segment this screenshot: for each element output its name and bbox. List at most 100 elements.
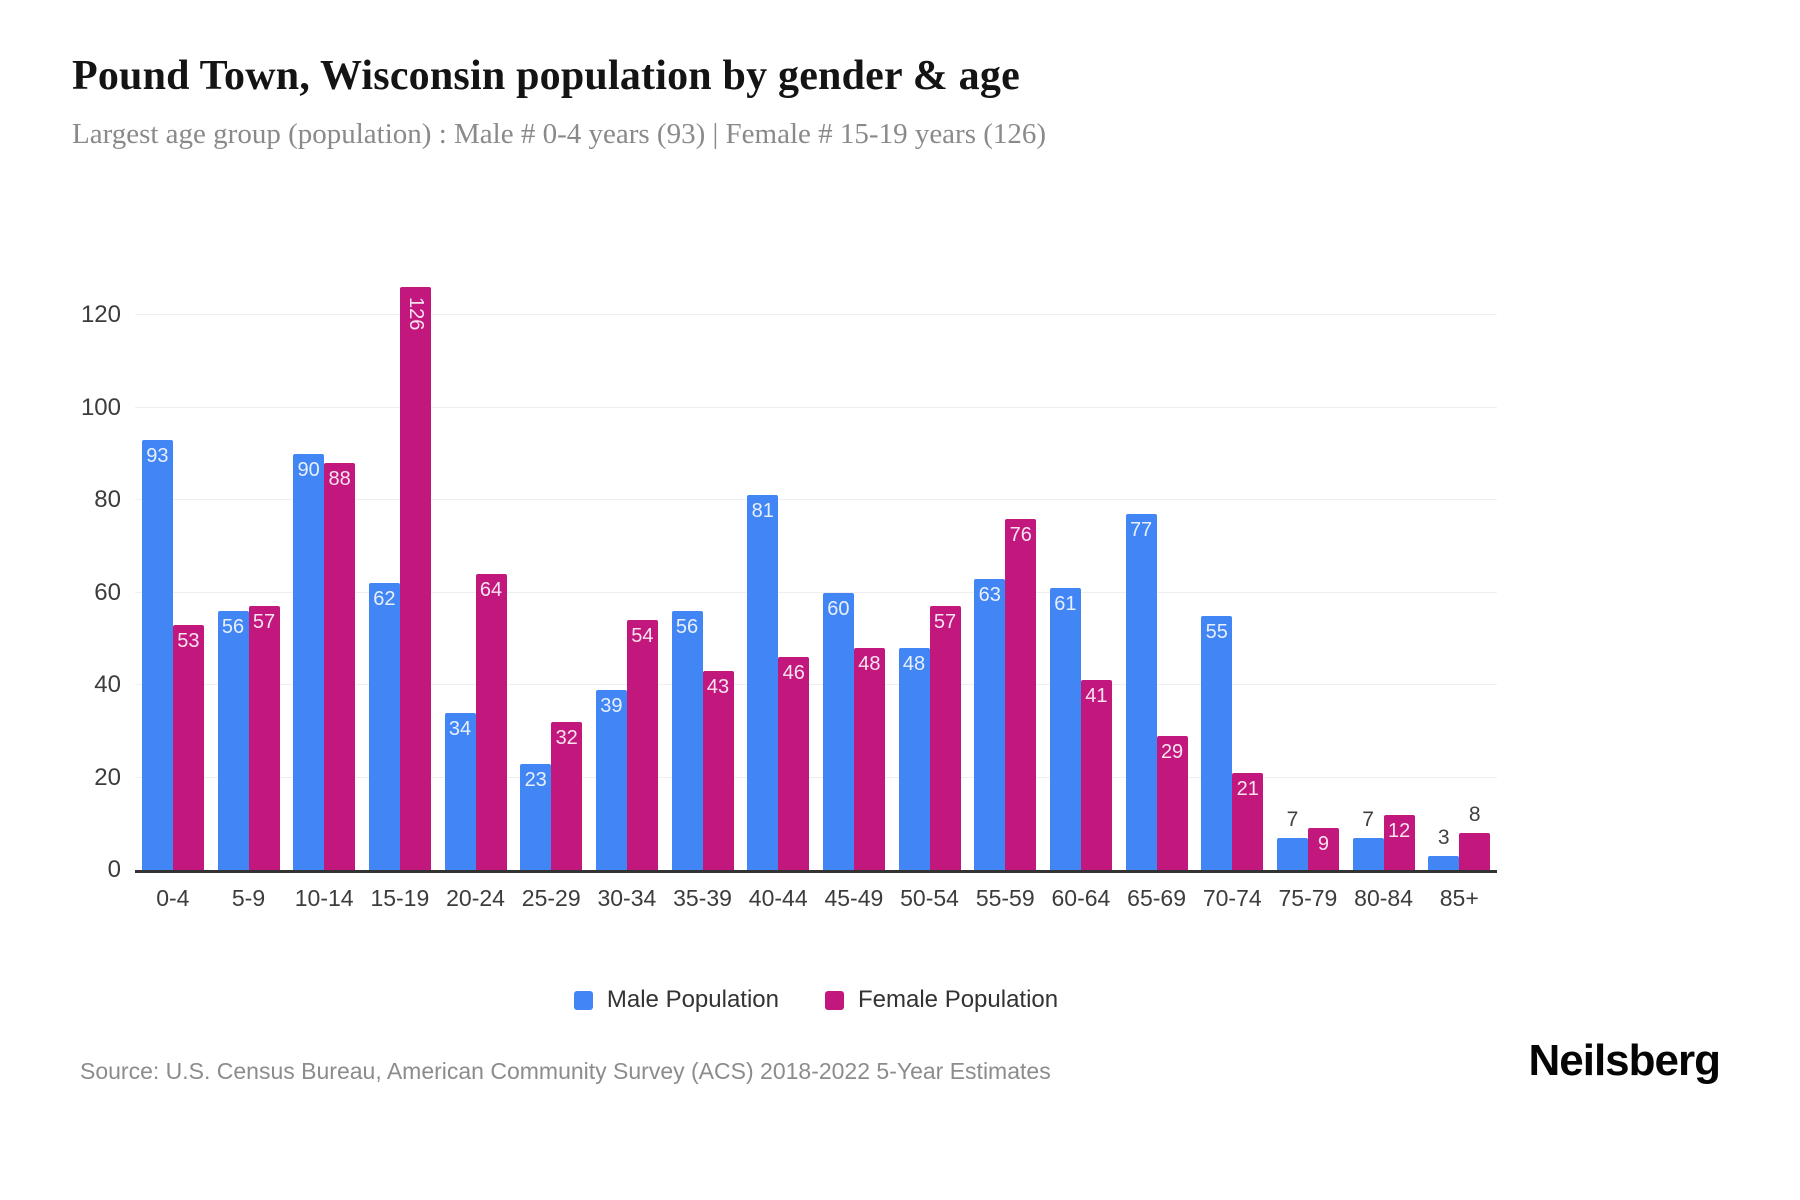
bar-female-75-79[interactable]: 9: [1307, 828, 1339, 870]
bar-value-label: 77: [1129, 518, 1153, 541]
female-legend-label: Female Population: [858, 986, 1059, 1013]
bar-value-label: 61: [1054, 592, 1077, 615]
x-axis-label: 10-14: [294, 885, 354, 911]
bar-female-60-64[interactable]: 41: [1080, 680, 1112, 870]
x-axis-label: 60-64: [1051, 885, 1111, 911]
bar-female-50-54[interactable]: 57: [929, 606, 961, 870]
y-axis-tick-label: 60: [94, 578, 121, 606]
bar-male-60-64[interactable]: 61: [1049, 587, 1081, 870]
bar-female-40-44[interactable]: 46: [778, 657, 810, 870]
x-axis-label: 70-74: [1202, 885, 1262, 911]
bar-group-65-69: 77 29 65-69: [1119, 255, 1195, 911]
bar-male-35-39[interactable]: 56: [671, 611, 703, 870]
bar-group-10-14: 90 88 10-14: [286, 255, 362, 911]
bar-female-45-49[interactable]: 48: [853, 648, 885, 870]
y-axis-tick-label: 100: [80, 393, 121, 421]
bar-male-70-74[interactable]: 55: [1201, 615, 1233, 870]
bar-value-label: 12: [1387, 819, 1411, 842]
source-attribution: Source: U.S. Census Bureau, American Com…: [80, 1058, 1051, 1084]
bar-value-label: 81: [751, 500, 774, 523]
bar-male-0-4[interactable]: 93: [141, 439, 173, 870]
bar-male-20-24[interactable]: 34: [444, 712, 476, 870]
bar-value-label: 90: [297, 458, 320, 481]
legend-item-female[interactable]: Female Population: [825, 986, 1058, 1014]
bar-female-70-74[interactable]: 21: [1232, 772, 1264, 870]
bar-female-15-19[interactable]: 126: [399, 287, 431, 870]
bar-male-75-79[interactable]: 7: [1276, 808, 1308, 870]
bar-female-0-4[interactable]: 53: [172, 624, 204, 870]
bar-male-65-69[interactable]: 77: [1125, 513, 1157, 870]
bar-female-25-29[interactable]: 32: [551, 722, 583, 870]
bar-male-10-14[interactable]: 90: [293, 453, 325, 870]
bar-value-label: 39: [600, 694, 623, 717]
bar-value-label: 32: [555, 727, 578, 750]
bar-male-15-19[interactable]: 62: [368, 583, 400, 870]
bar-value-label: 55: [1205, 620, 1228, 643]
x-axis-label: 65-69: [1127, 885, 1186, 911]
bar-group-0-4: 93 53 0-4: [135, 255, 211, 911]
bar-value-label: 3: [1437, 826, 1450, 850]
x-axis-label: 55-59: [975, 885, 1035, 911]
bar-value-label: 34: [448, 717, 472, 740]
bar-value-label: 41: [1085, 685, 1108, 708]
bar-female-55-59[interactable]: 76: [1005, 518, 1037, 870]
bar-value-label: 64: [479, 579, 503, 602]
bar-female-10-14[interactable]: 88: [324, 463, 356, 870]
x-axis-label: 20-24: [446, 885, 505, 911]
bar-female-20-24[interactable]: 64: [475, 574, 507, 870]
x-axis-label: 30-34: [597, 885, 657, 911]
bar-female-35-39[interactable]: 43: [702, 671, 734, 870]
bar-value-label: 29: [1160, 740, 1184, 763]
bar-male-45-49[interactable]: 60: [822, 592, 854, 870]
bar-value-label: 88: [328, 468, 351, 491]
x-axis-label: 50-54: [900, 885, 959, 911]
x-axis-label: 0-4: [156, 885, 190, 911]
bar-female-85+[interactable]: 8: [1459, 803, 1491, 870]
bar-value-label: 63: [978, 583, 1001, 606]
bar-group-75-79: 7 9 75-79: [1270, 255, 1346, 911]
chart-title: Pound Town, Wisconsin population by gend…: [72, 53, 1020, 99]
bar-group-30-34: 39 54 30-34: [589, 255, 665, 911]
bar-value-label: 57: [252, 611, 276, 634]
male-legend-swatch: [573, 990, 593, 1010]
bar-male-80-84[interactable]: 7: [1352, 808, 1384, 870]
gridline: [135, 776, 1497, 778]
bar-male-25-29[interactable]: 23: [520, 763, 552, 870]
bar-female-80-84[interactable]: 12: [1383, 814, 1415, 870]
bar-value-label: 56: [675, 616, 699, 639]
bar-male-5-9[interactable]: 56: [217, 611, 249, 870]
bar-value-label: 126: [404, 297, 427, 331]
bar-group-35-39: 56 43 35-39: [665, 255, 741, 911]
bar-group-5-9: 56 57 5-9: [211, 255, 287, 911]
gridline: [135, 684, 1497, 686]
bar-group-25-29: 23 32 25-29: [513, 255, 589, 911]
bar-male-50-54[interactable]: 48: [898, 648, 930, 870]
legend-item-male[interactable]: Male Population: [573, 986, 779, 1014]
male-legend-label: Male Population: [606, 986, 779, 1013]
bar-group-15-19: 62 126 15-19: [362, 255, 438, 911]
gridline: [135, 406, 1497, 408]
chart-subtitle: Largest age group (population) : Male # …: [72, 118, 1047, 150]
bar-value-label: 23: [524, 768, 547, 791]
bar-male-55-59[interactable]: 63: [974, 578, 1006, 870]
x-axis-label: 35-39: [673, 885, 732, 911]
bar-group-60-64: 61 41 60-64: [1043, 255, 1119, 911]
y-axis-tick-label: 120: [80, 301, 121, 329]
bar-male-40-44[interactable]: 81: [747, 495, 779, 870]
y-axis-tick-label: 40: [94, 671, 121, 699]
bar-female-65-69[interactable]: 29: [1156, 735, 1188, 870]
bar-value-label: 9: [1317, 833, 1329, 856]
bar-group-40-44: 81 46 40-44: [740, 255, 816, 911]
female-legend-swatch: [825, 990, 844, 1010]
gridline: [135, 499, 1497, 501]
bar-male-30-34[interactable]: 39: [595, 689, 627, 870]
bar-group-20-24: 34 64 20-24: [438, 255, 514, 911]
bar-value-label: 48: [858, 653, 881, 676]
bar-value-label: 54: [631, 625, 654, 648]
bar-female-30-34[interactable]: 54: [626, 620, 658, 870]
bar-female-5-9[interactable]: 57: [248, 606, 280, 870]
bar-male-85+[interactable]: 3: [1428, 826, 1460, 870]
bar-value-label: 43: [706, 676, 730, 699]
legend: Male Population Female Population: [135, 986, 1497, 1014]
bar-value-label: 62: [373, 588, 396, 611]
